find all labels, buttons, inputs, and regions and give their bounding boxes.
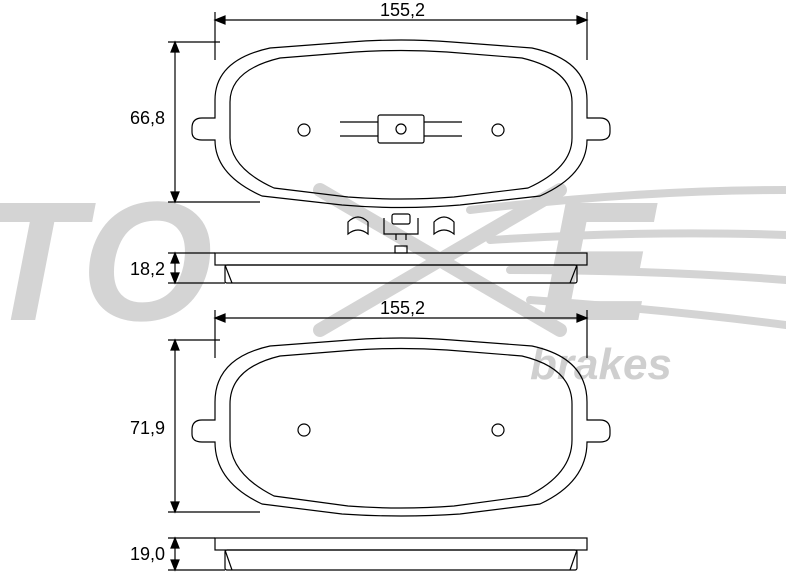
dim-bot-thick: 19,0 <box>130 544 165 565</box>
dim-top-width: 155,2 <box>380 0 425 21</box>
dim-bot-height: 71,9 <box>130 418 165 439</box>
dim-bot-width: 155,2 <box>380 298 425 319</box>
dim-top-height: 66,8 <box>130 108 165 129</box>
technical-drawing <box>0 0 786 583</box>
dim-top-thick: 18,2 <box>130 259 165 280</box>
